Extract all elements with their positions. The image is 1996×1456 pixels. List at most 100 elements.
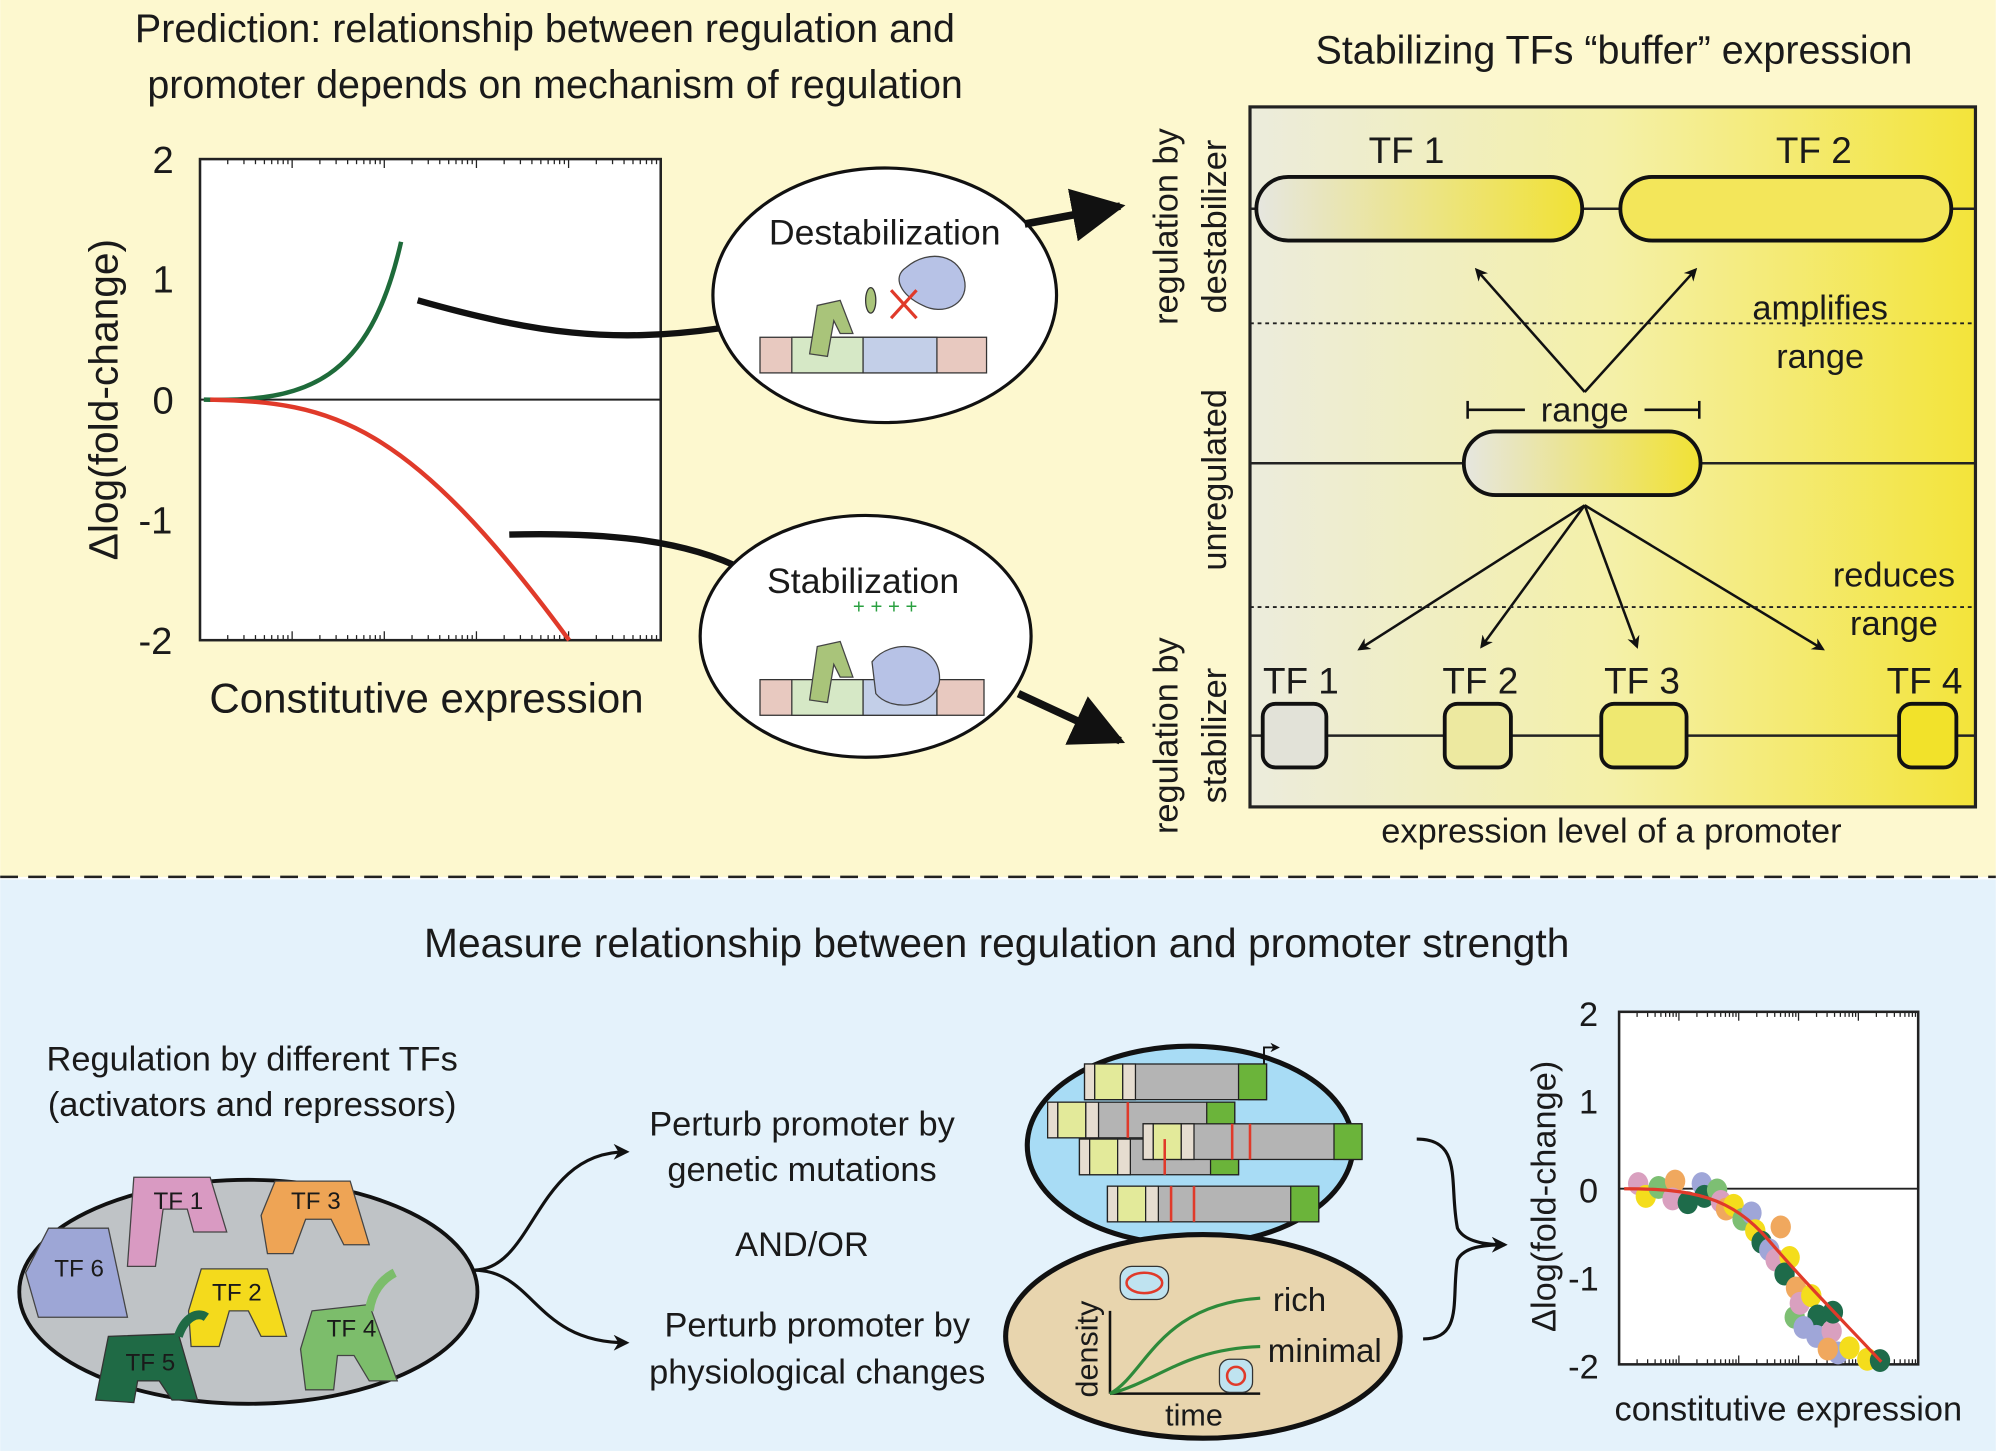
tf3-shape	[260, 1180, 371, 1255]
mutation-library-bubble	[1024, 1042, 1363, 1248]
tf1-shape	[126, 1176, 228, 1267]
andor-text: AND/OR	[735, 1226, 869, 1264]
tf6-shape	[24, 1227, 129, 1318]
data-point	[1821, 1319, 1842, 1343]
y-axis-label: Δlog(fold-change)	[1525, 1061, 1563, 1332]
data-point	[1839, 1336, 1860, 1360]
ytick: -1	[1568, 1261, 1599, 1299]
rich-growth-curve	[1109, 1296, 1261, 1396]
row-label-destab-1: regulation by	[1147, 127, 1185, 325]
data-point	[1664, 1169, 1686, 1193]
y-axis-label: Δlog(fold-change)	[80, 239, 126, 560]
ytick: 1	[1579, 1084, 1598, 1122]
physio-text-1: Perturb promoter by	[664, 1306, 970, 1344]
minimal-growth-curve	[1109, 1344, 1261, 1396]
prediction-title-2: promoter depends on mechanism of regulat…	[147, 63, 963, 107]
buffer-diagram: regulation by destabilizer unregulated r…	[1147, 105, 1978, 834]
destab-tf-bar	[1618, 175, 1954, 243]
row-label-unregulated: unregulated	[1196, 389, 1234, 571]
reduces-label: reduces	[1833, 557, 1955, 595]
destabilization-bubble: Destabilization	[711, 166, 1059, 425]
destabilization-label: Destabilization	[769, 212, 1001, 252]
stab-tf-label: TF 2	[1442, 661, 1518, 702]
merge-arrow	[1423, 1236, 1508, 1341]
growth-condition-bubble: density time rich minimal	[1003, 1232, 1403, 1441]
tf-heading-1: Regulation by different TFs	[47, 1040, 458, 1078]
range-label: range	[1541, 391, 1629, 429]
tf-heading-2: (activators and repressors)	[48, 1086, 457, 1124]
tf2-shape	[187, 1268, 288, 1348]
stab-tf-bar	[1442, 701, 1513, 770]
data-point	[1648, 1176, 1669, 1199]
ytick: 0	[152, 380, 173, 423]
density-label: density	[1070, 1300, 1104, 1397]
buffer-title: Stabilizing TFs “buffer” expression	[1316, 29, 1913, 73]
arrow-to-stabilizer	[1016, 690, 1126, 745]
data-point	[1817, 1337, 1838, 1361]
stab-tf-bar	[1599, 701, 1689, 770]
reduces-range-label: range	[1850, 605, 1938, 643]
prediction-plot: 2 1 0 -1 -2 Δlog(fold-change) Constituti…	[80, 139, 662, 722]
stabilization-bubble: Stabilization + + + +	[698, 513, 1033, 759]
amplifies-label: amplifies	[1752, 289, 1888, 327]
charge-icon: + + + +	[853, 596, 918, 618]
destab-tf-label: TF 2	[1776, 130, 1852, 171]
branch-arrow-physio	[473, 1268, 630, 1351]
measurement-plot: 2 1 0 -1 -2 Δlog(fold-change) constituti…	[1525, 996, 1962, 1429]
destab-tf-bar	[1254, 175, 1585, 243]
tf-label: TF 1	[154, 1188, 204, 1215]
cross-icon	[889, 289, 918, 320]
connector	[416, 297, 720, 339]
ytick: -2	[1568, 1348, 1599, 1386]
prediction-title-1: Prediction: relationship between regulat…	[135, 7, 955, 51]
ytick: -2	[138, 620, 172, 663]
rich-label: rich	[1273, 1282, 1326, 1319]
stab-tf-bar	[1260, 701, 1329, 770]
merge-connector	[1416, 1137, 1505, 1247]
fit-curve	[1624, 1187, 1883, 1363]
time-label: time	[1165, 1398, 1223, 1432]
row-label-stab-1: regulation by	[1147, 636, 1185, 834]
activator-protein-icon	[808, 640, 854, 704]
data-point	[1677, 1191, 1698, 1215]
repressor-curve	[210, 397, 571, 642]
minimal-label: minimal	[1268, 1333, 1382, 1370]
stab-tf-label: TF 3	[1604, 661, 1680, 702]
measure-title: Measure relationship between regulation …	[424, 920, 1569, 966]
data-point	[1793, 1316, 1814, 1339]
cell-icon	[1218, 1358, 1254, 1393]
promoter-construct	[1142, 1123, 1363, 1161]
ytick: 0	[1579, 1173, 1598, 1211]
data-point	[1807, 1304, 1828, 1328]
connector	[509, 530, 747, 574]
x-axis-label: Constitutive expression	[209, 675, 643, 722]
stabilization-label: Stabilization	[767, 561, 959, 601]
activator-protein-icon	[808, 299, 854, 358]
genetic-text-2: genetic mutations	[667, 1151, 936, 1189]
genetic-text-1: Perturb promoter by	[649, 1105, 955, 1143]
tf5-shape	[94, 1333, 199, 1404]
arrow-to-destabilizer	[1024, 188, 1126, 242]
row-label-stab-2: stabilizer	[1196, 668, 1234, 804]
promoter-construct	[1083, 1063, 1268, 1101]
tf-label: TF 3	[291, 1188, 341, 1215]
data-point	[1770, 1215, 1791, 1239]
amplifies-range-label: range	[1776, 338, 1864, 376]
data-point	[1801, 1284, 1822, 1308]
branch-arrow-genetic	[473, 1143, 630, 1272]
tf-label: TF 4	[327, 1315, 377, 1342]
x-axis-label: constitutive expression	[1615, 1390, 1963, 1428]
polymerase-icon	[871, 645, 941, 706]
tf-label: TF 6	[54, 1256, 104, 1283]
stab-tf-bar	[1897, 701, 1959, 770]
tf-pool: TF 1 TF 3 TF 6 TF 2 TF 4 TF 5	[17, 1176, 480, 1406]
promoter-arrow-icon	[1263, 1042, 1280, 1064]
promoter-construct	[1106, 1185, 1320, 1223]
tf-label: TF 2	[212, 1280, 262, 1307]
polymerase-icon	[898, 255, 966, 310]
ytick: 2	[1579, 996, 1598, 1034]
destab-tf-label: TF 1	[1369, 130, 1445, 171]
expression-axis-label: expression level of a promoter	[1381, 813, 1841, 851]
stab-tf-label: TF 1	[1263, 661, 1339, 702]
physio-text-2: physiological changes	[649, 1353, 985, 1391]
